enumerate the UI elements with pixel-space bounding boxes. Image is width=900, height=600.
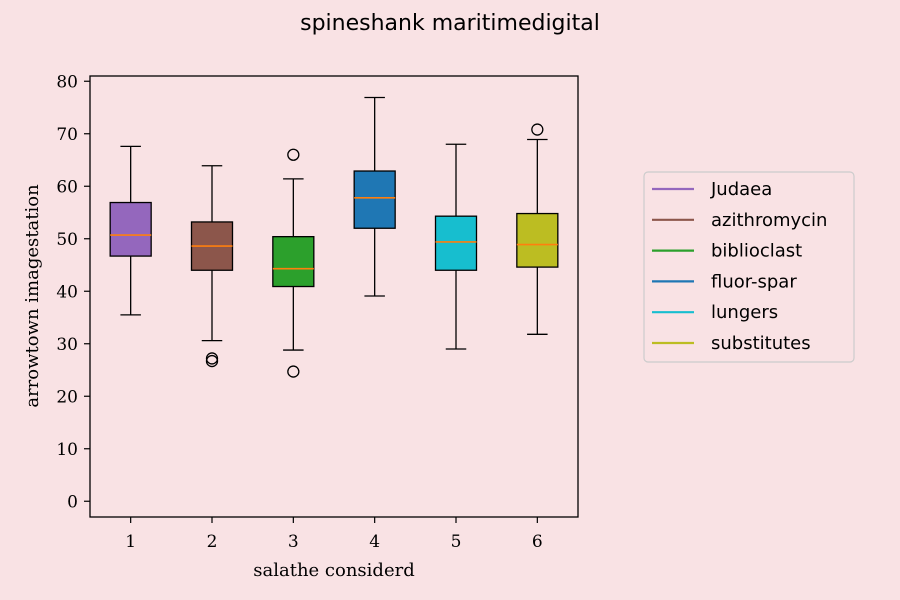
y-tick-label: 20 [56, 387, 78, 407]
x-tick-label: 3 [288, 532, 299, 552]
x-tick-label: 6 [532, 532, 543, 552]
y-tick-label: 50 [56, 230, 78, 250]
outlier-point [287, 148, 300, 161]
chart-title: spineshank maritimedigital [300, 11, 600, 36]
box-body [272, 235, 315, 288]
y-tick-label: 40 [56, 282, 78, 302]
box-biblioclast [272, 148, 315, 378]
box-substitutes [516, 123, 559, 335]
y-tick-label: 10 [56, 440, 78, 460]
x-tick-label: 2 [207, 532, 218, 552]
legend-label: fluor-spar [711, 271, 797, 292]
y-axis-label: arrowtown imagestation [22, 184, 43, 408]
x-axis-label: salathe considerd [253, 560, 414, 581]
legend-label: azithromycin [711, 210, 827, 231]
legend: Judaea azithromycin biblioclast fluor-spar l… [643, 171, 855, 363]
x-tick-label: 5 [451, 532, 462, 552]
outlier-point [531, 123, 544, 136]
box-body [516, 212, 559, 268]
x-tick-label: 1 [125, 532, 136, 552]
box-azithromycin [190, 165, 234, 368]
legend-label: lungers [711, 302, 778, 323]
axes-frame [89, 75, 579, 518]
legend-label: biblioclast [711, 241, 802, 262]
box-body [353, 170, 396, 229]
outlier-point [205, 354, 219, 368]
legend-label: Judaea [710, 179, 772, 200]
box-fluor-spar [353, 96, 396, 297]
outlier-point [205, 352, 219, 365]
outlier-point [287, 365, 300, 378]
y-tick-label: 0 [67, 492, 78, 512]
x-tick-label: 4 [369, 532, 380, 552]
legend-label: substitutes [711, 333, 811, 354]
y-tick-label: 60 [56, 177, 78, 197]
y-tick-label: 80 [56, 72, 78, 92]
box-body [434, 215, 478, 271]
box-judaea [109, 145, 152, 316]
y-tick-label: 70 [56, 125, 78, 145]
plot-area: 0 10 20 30 40 50 60 70 80 1 2 3 4 5 6 [56, 72, 579, 552]
y-tick-label: 30 [56, 335, 78, 355]
legend-frame [643, 171, 855, 363]
box-body [109, 201, 152, 257]
box-lungers [434, 143, 478, 350]
